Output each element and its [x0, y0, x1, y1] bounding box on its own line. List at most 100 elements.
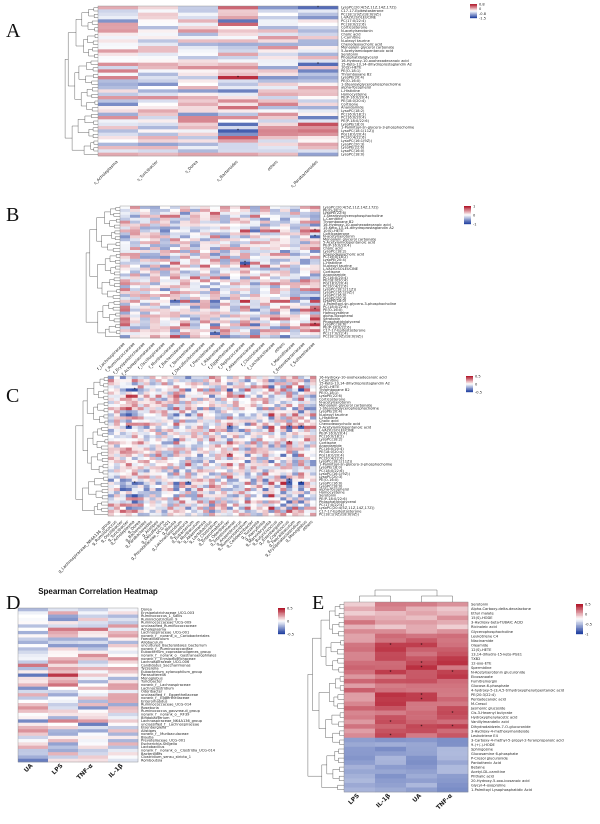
heatmap-cell — [113, 463, 121, 467]
heatmap-cell — [197, 488, 204, 492]
row-label: N-oleoyl taurine — [323, 264, 353, 268]
heatmap-cell — [344, 606, 376, 612]
heatmap-cell — [167, 404, 174, 408]
heatmap-cell — [137, 506, 144, 511]
heatmap-cell — [262, 404, 269, 408]
heatmap-cell — [300, 220, 311, 224]
heatmap-cell — [210, 294, 221, 298]
heatmap-cell — [437, 710, 469, 716]
heatmap-cell — [98, 49, 139, 53]
heatmap-cell — [131, 488, 139, 492]
row-label: LysoPC(16:1(9Z)) — [323, 290, 355, 294]
heatmap-cell — [155, 497, 162, 501]
heatmap-cell — [406, 620, 438, 625]
heatmap-cell — [220, 258, 231, 263]
heatmap-cell — [220, 335, 231, 339]
heatmap-cell — [437, 615, 469, 621]
heatmap-cell — [185, 435, 192, 439]
row-label: 5-Acetylamidopentanoic acid — [319, 425, 371, 429]
heatmap-cell — [220, 252, 231, 257]
heatmap-cell — [120, 267, 131, 271]
row-label: PE(P-16:0/20:4) — [341, 96, 370, 100]
heatmap-cell — [240, 252, 251, 257]
heatmap-cell — [125, 404, 133, 408]
heatmap-cell — [280, 299, 291, 304]
dendrogram-branch — [337, 694, 344, 700]
heatmap-cell — [290, 276, 301, 280]
panel-letter-e: E — [312, 592, 325, 614]
heatmap-cell — [180, 299, 191, 304]
heatmap-cell — [98, 139, 139, 143]
heatmap-cell — [375, 692, 407, 698]
heatmap-cell — [292, 472, 299, 476]
heatmap-cell — [232, 491, 240, 495]
heatmap-cell — [150, 311, 161, 315]
heatmap-cell — [375, 760, 407, 766]
row-label: 1-Palmitoyl-sn-glycero-3-phosphocholine — [319, 463, 393, 467]
heatmap-cell — [160, 294, 171, 298]
heatmap-cell — [270, 250, 281, 254]
heatmap-cell — [250, 484, 257, 489]
heatmap-cell — [179, 447, 186, 451]
heatmap-cell — [108, 416, 115, 420]
heatmap-cell — [232, 438, 240, 442]
colorbar-swatch — [466, 378, 473, 380]
heatmap-cell — [130, 226, 141, 230]
heatmap-cell — [304, 491, 311, 495]
heatmap-cell — [230, 258, 241, 263]
heatmap-cell — [160, 264, 171, 268]
heatmap-cell — [197, 475, 204, 479]
heatmap-cell — [250, 425, 257, 430]
heatmap-cell — [258, 72, 299, 77]
significance-mark: * — [214, 331, 216, 336]
heatmap-cell — [244, 438, 251, 442]
heatmap-cell — [190, 299, 201, 304]
heatmap-cell — [191, 432, 198, 436]
heatmap-cell — [120, 223, 131, 227]
heatmap-cell — [180, 314, 191, 318]
heatmap-cell — [98, 136, 139, 140]
heatmap-cell — [170, 279, 181, 283]
heatmap-cell — [209, 509, 216, 514]
row-label: Bacteroides — [141, 752, 162, 756]
heatmap-cell — [167, 475, 174, 479]
heatmap-cell — [120, 305, 131, 309]
heatmap-cell — [131, 394, 139, 399]
heatmap-cell — [214, 491, 222, 495]
heatmap-cell — [292, 400, 299, 405]
heatmap-cell — [185, 491, 192, 495]
heatmap-cell — [262, 385, 269, 389]
heatmap-cell — [185, 413, 192, 417]
heatmap-cell — [280, 317, 291, 321]
heatmap-cell — [48, 637, 79, 642]
column-label: TNF-α — [435, 792, 454, 811]
heatmap-cell — [258, 62, 299, 67]
dendrogram-branch — [86, 102, 95, 110]
heatmap-cell — [214, 475, 222, 479]
heatmap-cell — [191, 391, 198, 395]
heatmap-cell — [310, 229, 321, 233]
heatmap-cell — [191, 500, 198, 504]
row-label: C17-17-Epitestosterone — [341, 9, 384, 13]
heatmap-cell — [290, 326, 301, 330]
heatmap-cell — [113, 512, 121, 517]
heatmap-cell — [286, 394, 293, 399]
heatmap-cell — [173, 503, 180, 507]
heatmap-cell — [98, 6, 139, 10]
row-label: PG(18:0/20:4) — [319, 453, 345, 457]
heatmap-cell — [304, 422, 311, 427]
heatmap-cell — [200, 288, 211, 292]
heatmap-cell — [268, 444, 275, 448]
heatmap-cell — [218, 92, 259, 97]
heatmap-cell — [270, 296, 281, 301]
heatmap-cell — [256, 432, 263, 436]
heatmap-cell — [108, 748, 139, 753]
heatmap-cell — [250, 226, 261, 230]
heatmap-cell — [298, 463, 305, 467]
heatmap-cell — [200, 308, 211, 312]
heatmap-cell — [256, 397, 263, 402]
heatmap-cell — [270, 220, 281, 224]
heatmap-cell — [190, 206, 201, 210]
heatmap-cell — [268, 503, 275, 507]
heatmap-cell — [161, 475, 168, 479]
